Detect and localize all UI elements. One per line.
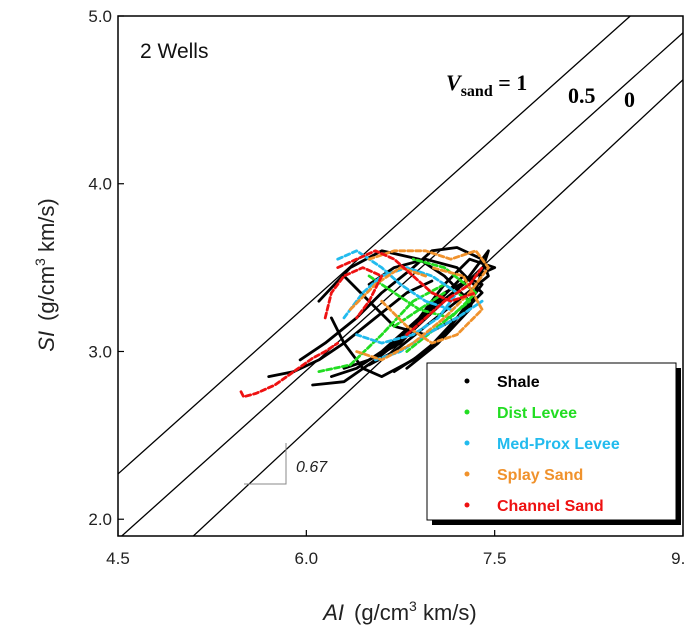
data-track (239, 341, 340, 399)
data-track (317, 282, 472, 374)
slope-value: 0.67 (296, 459, 328, 476)
legend-marker (464, 502, 470, 508)
data-track (267, 279, 434, 379)
y-axis-title: SI (g/cm3 km/s) (32, 198, 59, 351)
data-track (348, 266, 428, 311)
y-axis-title-unit: (g/cm (34, 266, 59, 321)
data-series (239, 246, 497, 399)
x-axis-title-unit-tail: km/s) (417, 600, 477, 625)
legend: Shale Dist Levee Med-Prox Levee Splay Sand C… (426, 362, 681, 525)
y-tick-label: 2.0 (88, 510, 112, 529)
x-axis-title-unit: (g/cm (354, 600, 409, 625)
data-track (367, 257, 478, 320)
legend-marker (464, 378, 470, 384)
axis-ticks: 4.5 6.0 7.5 9.0 2.0 3.0 4.0 5.0 (88, 7, 685, 568)
legend-label: Channel Sand (497, 498, 604, 515)
legend-label: Splay Sand (497, 467, 583, 484)
plot-frame (117, 15, 684, 537)
wells-annotation: 2 Wells (140, 40, 208, 63)
legend-label: Med-Prox Levee (497, 436, 620, 453)
slope-triangle-lines (244, 443, 287, 485)
vsand-label-0: 0 (624, 87, 635, 112)
y-axis-title-italic: SI (34, 331, 59, 352)
vsand-label-1: Vsand = 1 (446, 70, 527, 100)
legend-label: Shale (497, 374, 540, 391)
legend-marker (464, 440, 470, 446)
legend-marker (464, 409, 470, 415)
x-axis-title-italic: AI (321, 600, 344, 625)
x-tick-label: 4.5 (106, 549, 130, 568)
x-axis-title: AI (g/cm3 km/s) (321, 598, 476, 625)
series-splay-sand (348, 249, 490, 362)
x-tick-label: 9.0 (671, 549, 685, 568)
y-tick-label: 4.0 (88, 175, 112, 194)
y-axis-title-unit-tail: km/s) (34, 198, 59, 258)
data-track (323, 266, 384, 320)
data-track (380, 266, 484, 345)
legend-marker (464, 471, 470, 477)
data-track (342, 266, 459, 345)
vsand-sub: sand (461, 83, 493, 100)
vsand-eq: = 1 (493, 70, 528, 95)
vsand-label-05: 0.5 (568, 83, 596, 108)
data-track (405, 266, 484, 337)
x-tick-label: 6.0 (295, 549, 319, 568)
y-axis-title-sup: 3 (32, 258, 48, 266)
slope-triangle: 0.67 (244, 443, 328, 485)
data-track (355, 249, 490, 362)
trend-line-0 (118, 16, 631, 475)
data-track (336, 249, 453, 311)
series-channel-sand (239, 249, 484, 399)
vsand-v: V (446, 70, 463, 95)
x-tick-label: 7.5 (483, 549, 507, 568)
x-axis-title-sup: 3 (409, 598, 417, 614)
y-tick-label: 3.0 (88, 342, 112, 361)
legend-label: Dist Levee (497, 405, 577, 422)
y-tick-label: 5.0 (88, 7, 112, 26)
